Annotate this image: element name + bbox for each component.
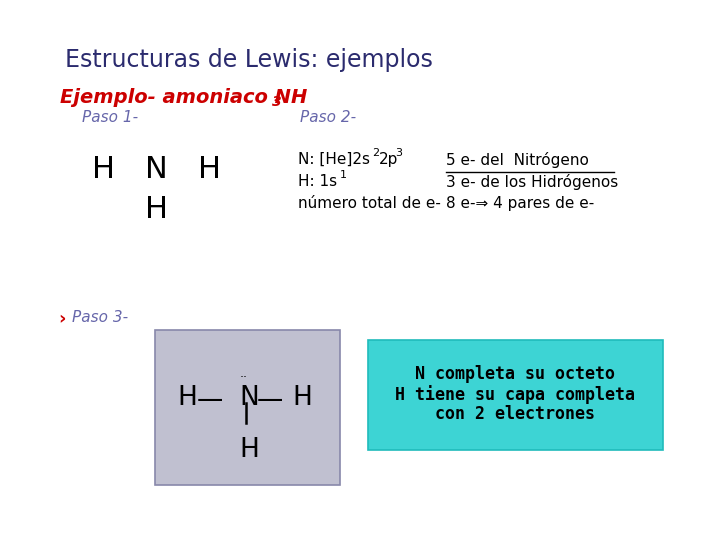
Bar: [368, 340, 663, 450]
Text: Ejemplo- amoniaco NH: Ejemplo- amoniaco NH: [60, 88, 307, 107]
Text: número total de e-: número total de e-: [298, 196, 441, 211]
Text: H tiene su capa completa: H tiene su capa completa: [395, 385, 635, 404]
Text: H: H: [239, 437, 259, 463]
Text: —: —: [257, 387, 283, 413]
Text: Paso 3-: Paso 3-: [72, 310, 128, 325]
Text: 3: 3: [395, 148, 402, 158]
Text: 5 e- del  Nitrógeno: 5 e- del Nitrógeno: [446, 152, 589, 168]
Text: 3 e- de los Hidrógenos: 3 e- de los Hidrógenos: [446, 174, 618, 190]
Text: H: H: [177, 385, 197, 411]
Text: 2: 2: [372, 148, 379, 158]
Text: N: N: [239, 385, 258, 411]
Text: N: N: [145, 155, 168, 184]
Bar: [155, 330, 340, 485]
Text: H: 1s: H: 1s: [298, 174, 337, 189]
Text: Paso 2-: Paso 2-: [300, 110, 356, 125]
Text: ›: ›: [58, 310, 66, 328]
Text: 3: 3: [272, 95, 282, 109]
Text: Estructuras de Lewis: ejemplos: Estructuras de Lewis: ejemplos: [65, 48, 433, 72]
Text: 8 e-⇒ 4 pares de e-: 8 e-⇒ 4 pares de e-: [446, 196, 594, 211]
Text: H: H: [198, 155, 221, 184]
Text: 2p: 2p: [379, 152, 398, 167]
Text: Paso 1-: Paso 1-: [82, 110, 138, 125]
Text: N completa su octeto: N completa su octeto: [415, 365, 615, 383]
Text: H: H: [92, 155, 115, 184]
Text: —: —: [197, 387, 223, 413]
Text: con 2 electrones: con 2 electrones: [435, 405, 595, 423]
Text: ··: ··: [240, 371, 248, 384]
Text: N: [He]2s: N: [He]2s: [298, 152, 370, 167]
Text: 1: 1: [340, 170, 347, 180]
Text: H: H: [292, 385, 312, 411]
Text: H: H: [145, 195, 168, 224]
